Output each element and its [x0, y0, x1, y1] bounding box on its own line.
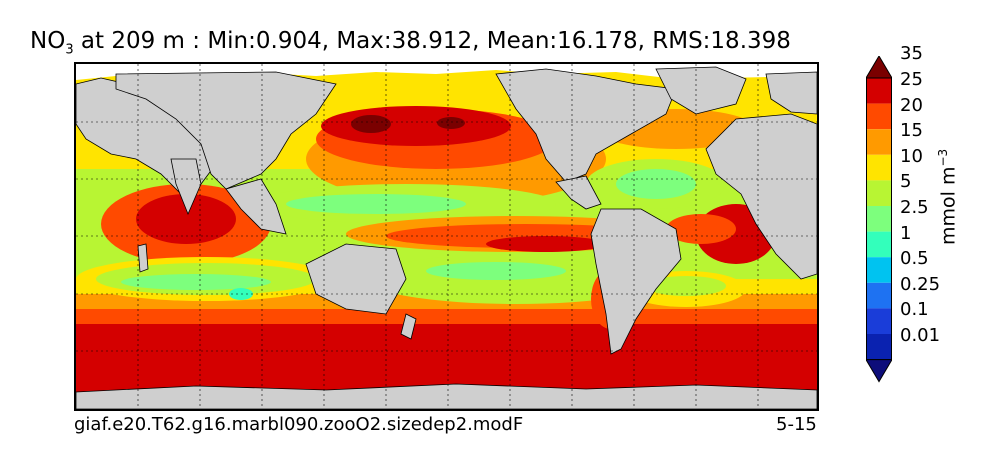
- colorbar-tick-label: 1: [900, 222, 912, 244]
- colorbar-bin: [866, 103, 892, 130]
- land-eurasia: [115, 71, 337, 190]
- colorbar-tick-label: 35: [900, 43, 923, 65]
- tropical-atlantic-20: [666, 214, 736, 244]
- land-new-zealand: [400, 313, 417, 340]
- map-panel: [74, 62, 819, 411]
- colorbar-bin: [866, 231, 892, 258]
- colorbar-bin: [866, 308, 892, 334]
- indian-south-2-5: [121, 274, 271, 290]
- colorbar-units: mmol m−3: [936, 148, 960, 245]
- north-pacific-max-2: [437, 117, 465, 129]
- land-madagascar: [137, 243, 149, 273]
- colorbar-bin: [866, 206, 892, 232]
- chart-title: NO3 at 209 m : Min:0.904, Max:38.912, Me…: [30, 28, 791, 58]
- north-atlantic-2-5: [616, 169, 696, 199]
- colorbar-tick-label: 0.01: [900, 325, 941, 346]
- colorbar-tick-label: 0.5: [900, 248, 929, 270]
- land-antarctica: [76, 383, 817, 409]
- colorbar-tick-label: 20: [900, 94, 923, 116]
- north-pacific-25: [321, 106, 511, 146]
- colorbar-tick-label: 25: [900, 69, 923, 90]
- colorbar-bin: [866, 129, 892, 155]
- colorbar-bin: [866, 180, 892, 206]
- south-pacific-2-5: [426, 262, 566, 280]
- colorbar-bin: [866, 334, 892, 360]
- colorbar-tick-label: 0.25: [900, 273, 941, 295]
- north-pacific-max: [351, 115, 391, 133]
- colorbar-tick-label: 5: [900, 171, 912, 193]
- land-greenland: [655, 66, 747, 115]
- land-europe-east: [765, 71, 817, 115]
- colorbar-tick-label: 15: [900, 120, 923, 142]
- indian-ocean-25: [136, 194, 236, 244]
- land-north-america: [495, 68, 677, 183]
- eq-pacific-25: [486, 236, 606, 252]
- colorbar-bin: [866, 257, 892, 283]
- colorbar-bin: [866, 282, 892, 309]
- colorbar-extend-min: [866, 359, 892, 383]
- land-central-america: [555, 175, 602, 210]
- case-name: giaf.e20.T62.g16.marbl090.zooO2.sizedep2…: [74, 414, 524, 435]
- south-atlantic-5: [646, 276, 726, 296]
- land-africa: [705, 113, 817, 280]
- colorbar-tick-label: 2.5: [900, 197, 929, 218]
- year-range: 5-15: [776, 414, 817, 435]
- colorbar-bin: [866, 78, 892, 104]
- colorbar-tick-label: 0.1: [900, 299, 929, 321]
- land-india: [170, 158, 202, 216]
- arctic-ice: [76, 64, 817, 80]
- land-australia: [305, 243, 407, 315]
- colorbar-bin: [866, 154, 892, 181]
- colorbar-extend-max: [866, 56, 892, 79]
- colorbar-tick-label: 10: [900, 145, 923, 167]
- colorbar: [866, 56, 892, 383]
- land-south-america: [590, 208, 682, 355]
- north-pacific-gyre-2-5: [286, 194, 466, 214]
